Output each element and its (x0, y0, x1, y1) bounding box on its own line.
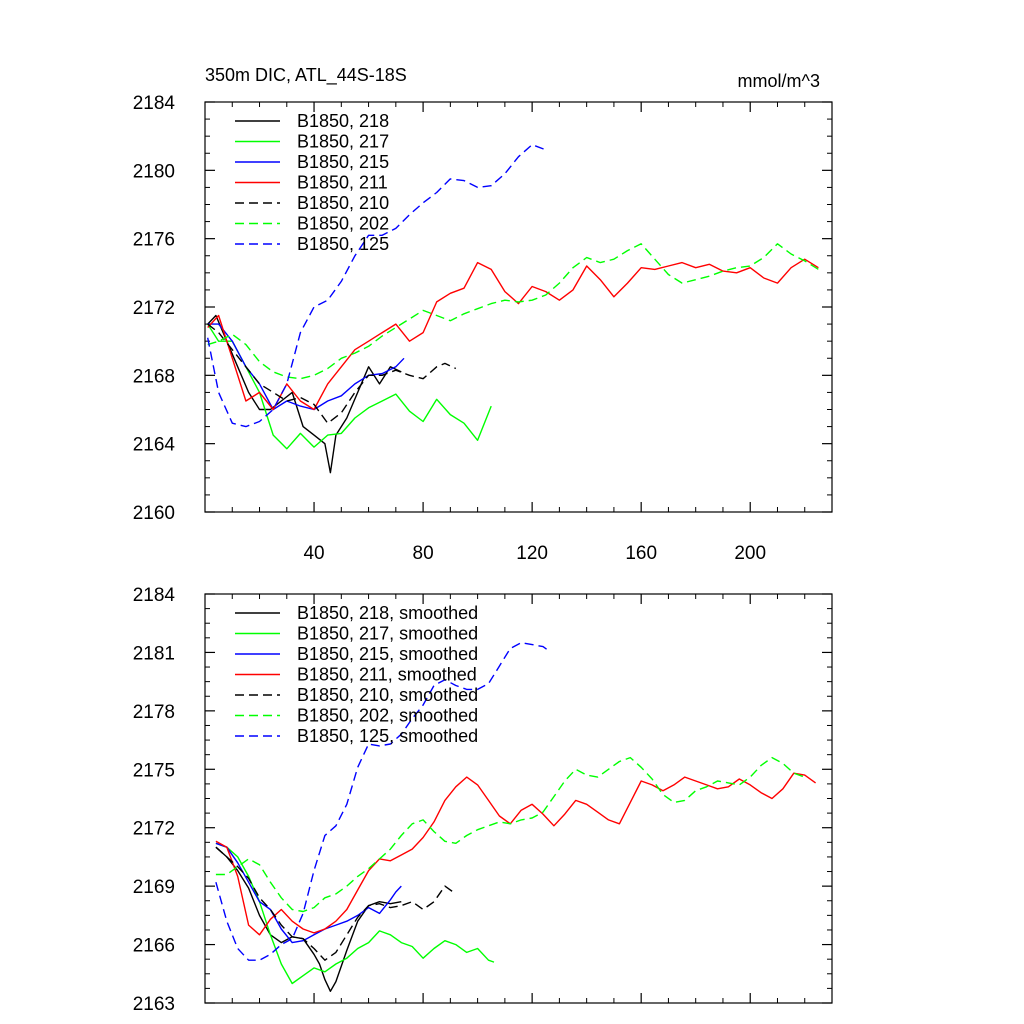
y-tick-label: 2168 (133, 366, 175, 387)
series-line-7 (215, 642, 549, 961)
y-tick-label: 2184 (133, 93, 176, 114)
y-tick-label: 2172 (133, 298, 175, 319)
legend-label: B1850, 202, smoothed (297, 706, 478, 726)
series-line-5 (215, 846, 457, 961)
bottom-panel: 2163 2166 2169 2172 2175 2178 2181 2184 B1850, … (133, 585, 833, 1015)
y-tick-label: 2169 (133, 877, 175, 898)
y-tick-label: 2172 (133, 819, 175, 840)
x-tick-label: 80 (413, 543, 434, 564)
y-tick-label: 2160 (133, 503, 175, 524)
series-line-2 (207, 323, 492, 450)
y-tick-label: 2181 (133, 643, 175, 664)
y-tick-label: 2180 (133, 161, 175, 182)
axis-tick-labels: 2163 2166 2169 2172 2175 2178 2181 2184 (133, 585, 176, 1015)
legend-label: B1850, 215 (297, 152, 389, 172)
legend-label: B1850, 211 (297, 173, 388, 193)
series-line-1 (207, 314, 402, 474)
y-tick-label: 2164 (133, 435, 176, 456)
series-line-2 (215, 842, 495, 985)
plot-frame (204, 593, 833, 1004)
plot-lines (207, 143, 819, 474)
series-line-3 (207, 323, 405, 411)
axis-ticks (205, 593, 832, 1004)
series-line-6 (215, 756, 805, 913)
legend-label: B1850, 215, smoothed (297, 644, 478, 664)
legend-label: B1850, 218 (297, 111, 389, 131)
chart-title: 350m DIC, ATL_44S-18S (205, 65, 407, 86)
legend-label: B1850, 202 (297, 214, 389, 234)
series-line-4 (215, 772, 817, 936)
series-line-4 (207, 258, 819, 411)
legend-label: B1850, 210, smoothed (297, 685, 478, 705)
x-tick-label: 200 (734, 543, 766, 564)
y-tick-label: 2163 (133, 994, 175, 1015)
plot-frame (204, 101, 833, 513)
legend-label: B1850, 217 (297, 132, 389, 152)
legend-label: B1850, 125, smoothed (297, 726, 478, 746)
units-label: mmol/m^3 (738, 71, 820, 91)
legend-label: B1850, 211, smoothed (297, 665, 477, 685)
y-tick-label: 2184 (133, 585, 176, 606)
legend-label: B1850, 125 (297, 234, 389, 254)
plot-lines (215, 642, 817, 992)
axis-tick-labels: 2160 2164 2168 2172 2176 2180 2184 40 80 120 160 20… (133, 93, 766, 564)
legend-label: B1850, 217, smoothed (297, 624, 478, 644)
legend-label: B1850, 210 (297, 193, 389, 213)
y-tick-label: 2166 (133, 936, 175, 957)
x-tick-label: 40 (303, 543, 324, 564)
series-line-7 (207, 143, 547, 428)
top-panel: 350m DIC, ATL_44S-18S mmol/m^3 216021642… (133, 65, 833, 564)
x-tick-label: 120 (516, 543, 548, 564)
y-tick-label: 2176 (133, 230, 175, 251)
x-tick-label: 160 (625, 543, 657, 564)
y-tick-label: 2178 (133, 702, 175, 723)
series-line-6 (207, 243, 819, 380)
series-line-5 (207, 323, 457, 424)
series-line-3 (215, 842, 402, 944)
legend-label: B1850, 218, smoothed (297, 603, 478, 623)
y-tick-label: 2175 (133, 760, 175, 781)
